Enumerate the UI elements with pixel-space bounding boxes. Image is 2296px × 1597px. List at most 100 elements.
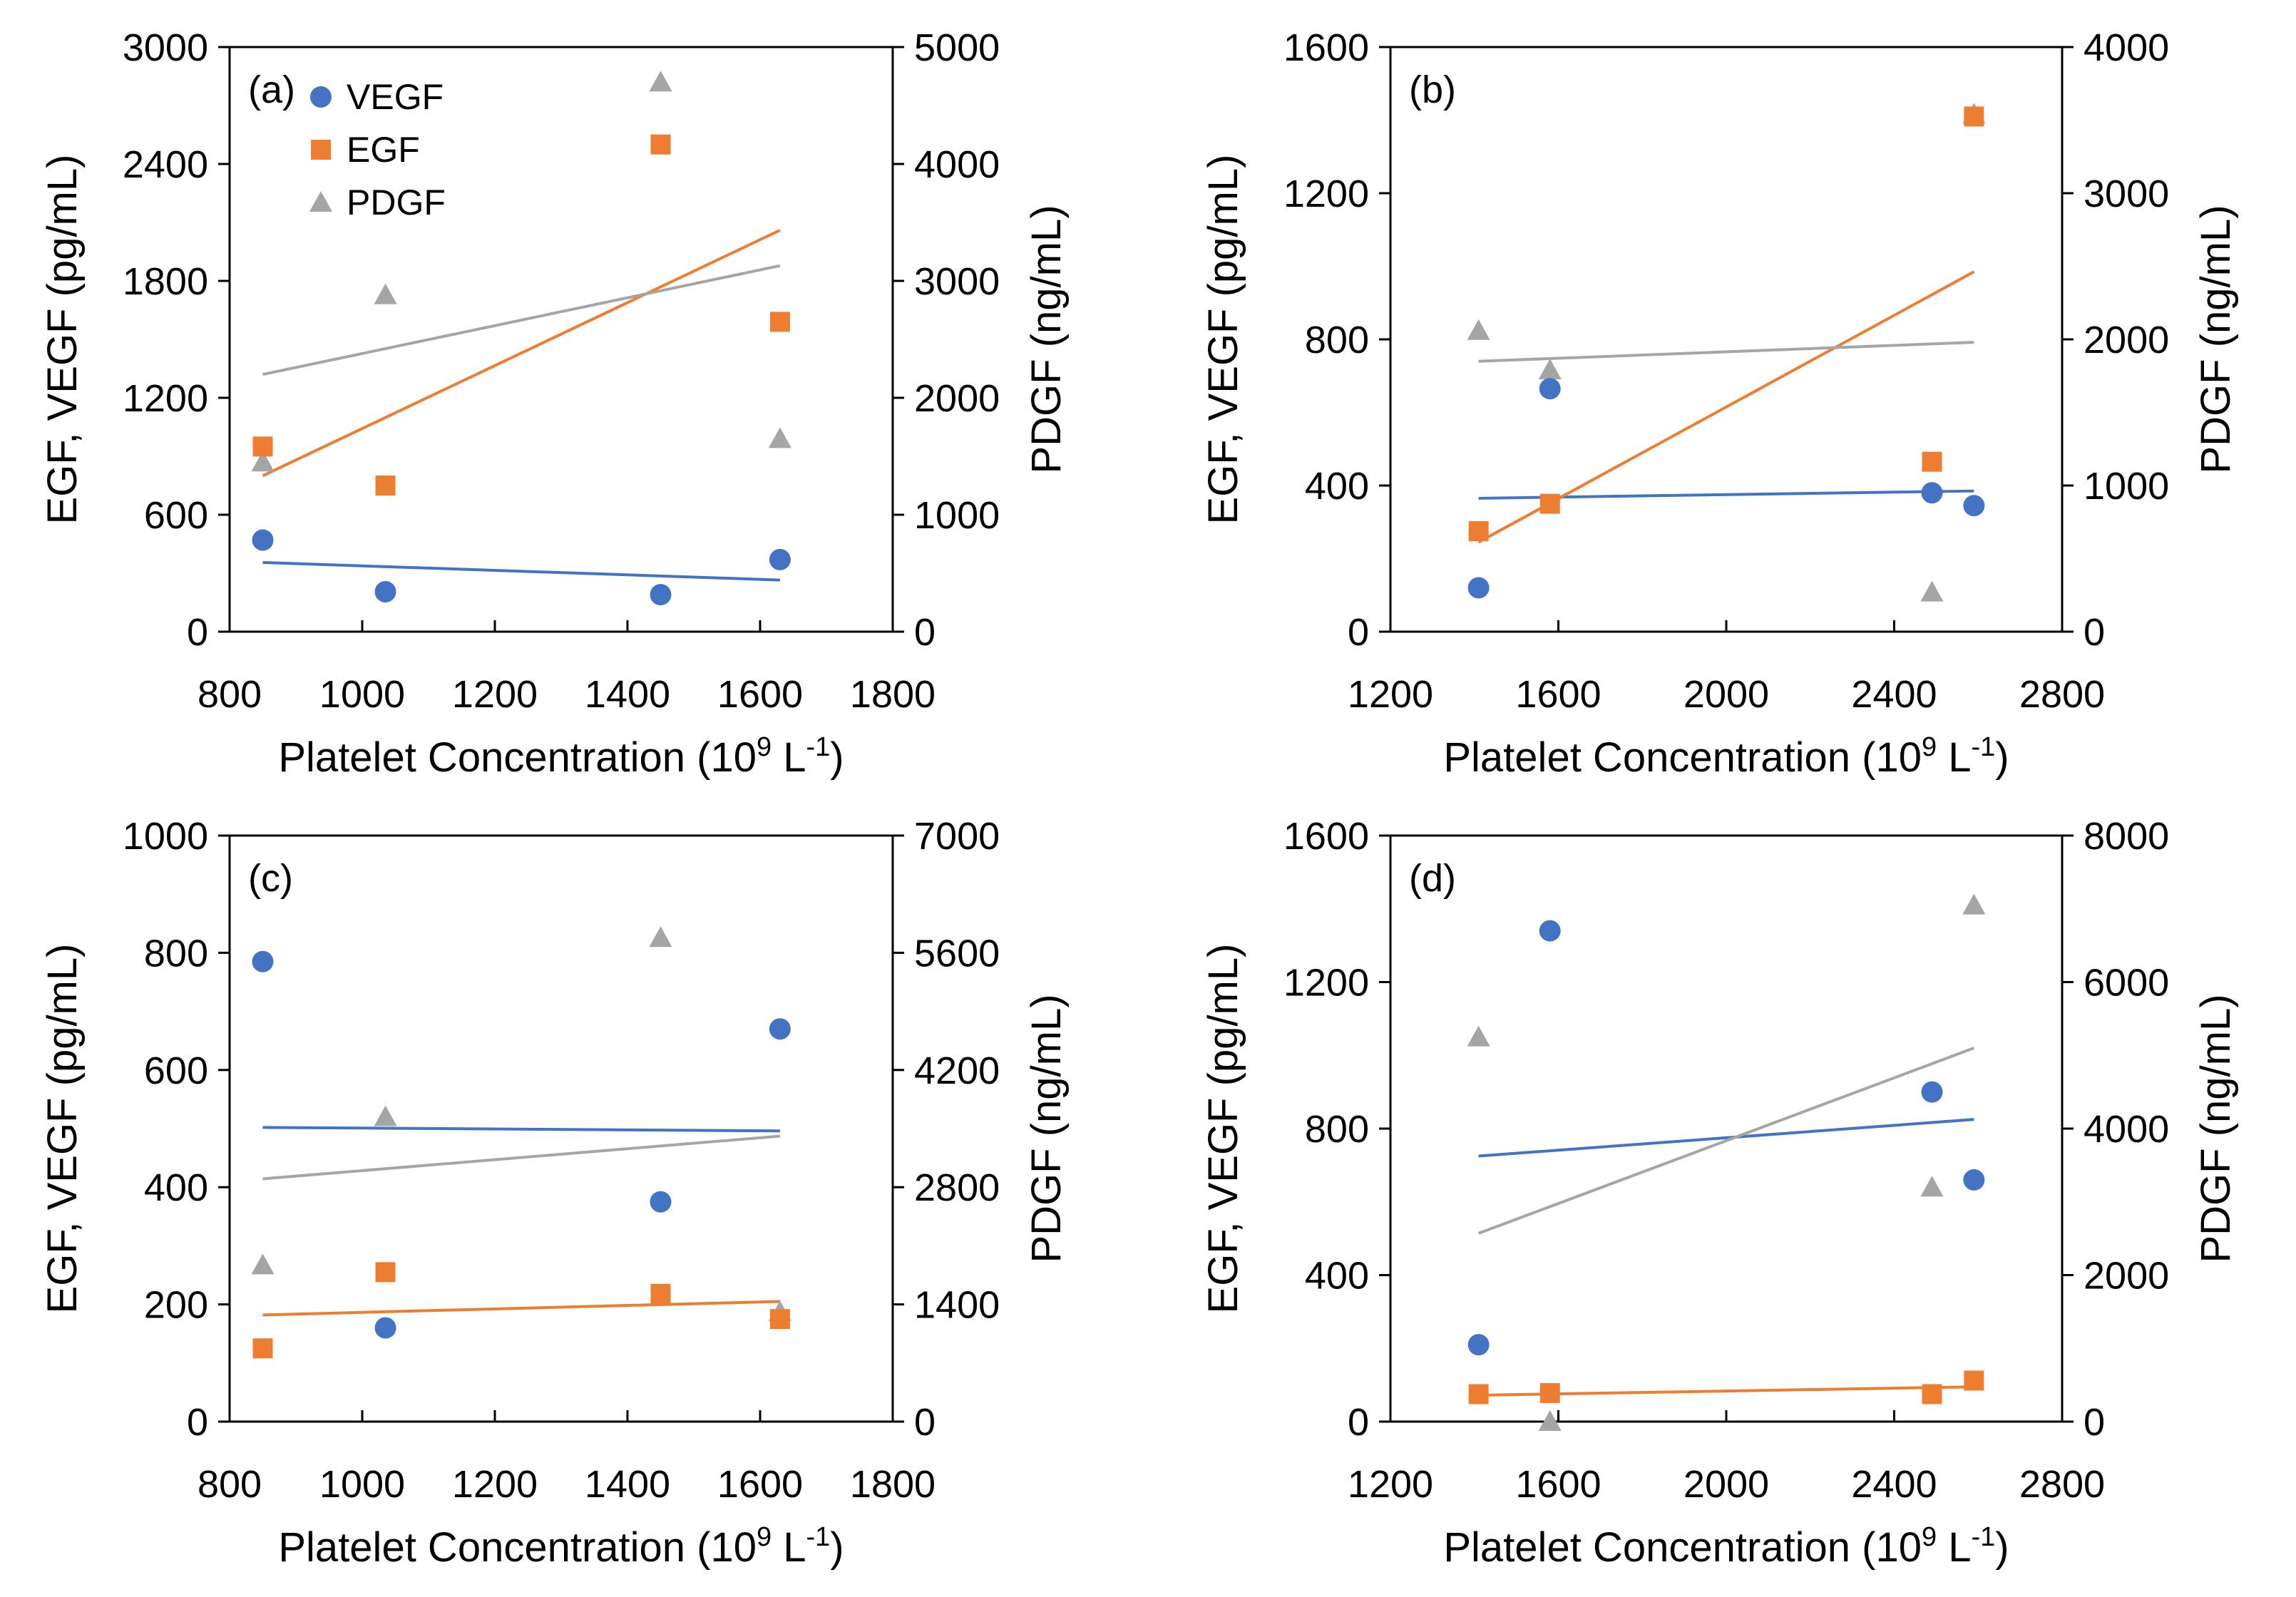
egf-point xyxy=(1964,106,1984,127)
y-tick-label: 2400 xyxy=(123,143,208,186)
x-axis-label-part: 9 xyxy=(757,1522,772,1552)
plot-frame xyxy=(1389,46,2064,633)
vegf-trendline xyxy=(1478,1118,1974,1158)
y2-tick-label: 4000 xyxy=(2084,26,2169,69)
y2-tick-label: 4000 xyxy=(914,143,1000,186)
x-axis-label-part: L xyxy=(1937,734,1971,781)
egf-trendline xyxy=(262,1300,780,1317)
y2-axis-label: PDGF (ng/mL) xyxy=(2193,205,2239,473)
x-axis-label: Platelet Concentration (109 L-1) xyxy=(1443,732,2009,781)
pdgf-point xyxy=(251,451,275,472)
x-tick-label: 1200 xyxy=(452,673,538,716)
vegf-point xyxy=(1539,920,1561,942)
x-axis-label-part: ) xyxy=(830,1524,844,1571)
y2-tick-label: 6000 xyxy=(2084,962,2169,1005)
x-tick-label: 1600 xyxy=(717,673,803,716)
y-tick-label: 1200 xyxy=(123,377,208,420)
x-tick-label: 1000 xyxy=(319,673,405,716)
plot-frame xyxy=(228,834,894,1423)
y2-tick-label: 2800 xyxy=(914,1166,1000,1209)
y2-tick-label: 1000 xyxy=(2084,465,2169,508)
legend-marker-vegf xyxy=(310,86,332,108)
y-tick-label: 200 xyxy=(144,1284,208,1327)
y-tick-label: 0 xyxy=(1348,611,1369,654)
x-axis-label-part: ) xyxy=(830,734,844,781)
x-tick-label: 1600 xyxy=(1515,673,1601,716)
x-axis-label-part: 9 xyxy=(1922,732,1937,762)
x-tick-label: 1800 xyxy=(850,1463,936,1506)
x-axis-label-part: Platelet Concentration (10 xyxy=(1443,734,1922,781)
vegf-point xyxy=(252,529,274,551)
vegf-point xyxy=(1539,378,1561,400)
egf-trendline xyxy=(262,229,781,478)
x-axis-label-part: Platelet Concentration (10 xyxy=(1443,1524,1922,1571)
pdgf-point xyxy=(251,1253,275,1275)
pdgf-trendline xyxy=(262,264,781,376)
y-tick-label: 1800 xyxy=(123,260,208,303)
x-axis-label-part: -1 xyxy=(806,1522,831,1552)
x-tick-label: 1200 xyxy=(1348,1463,1433,1506)
pdgf-point xyxy=(1962,893,1986,915)
x-axis-label-part: -1 xyxy=(1972,732,1996,762)
egf-point xyxy=(1964,1370,1984,1391)
y-axis-label: EGF, VEGF (pg/mL) xyxy=(39,944,86,1314)
y2-tick-label: 4000 xyxy=(2084,1108,2169,1151)
x-tick-label: 2400 xyxy=(1851,673,1937,716)
x-tick-label: 1000 xyxy=(319,1463,405,1506)
vegf-point xyxy=(650,584,672,606)
x-axis-label-part: 9 xyxy=(757,732,772,762)
y2-tick-label: 3000 xyxy=(914,260,1000,303)
vegf-point xyxy=(252,950,274,972)
y-tick-label: 400 xyxy=(144,1166,208,1209)
egf-point xyxy=(252,436,273,457)
y2-tick-label: 1400 xyxy=(914,1284,1000,1327)
y2-tick-label: 8000 xyxy=(2084,815,2169,858)
egf-point xyxy=(1539,493,1560,514)
y2-tick-label: 2000 xyxy=(914,377,1000,420)
y2-tick-label: 1000 xyxy=(914,494,1000,537)
y2-axis-label: PDGF (ng/mL) xyxy=(2193,994,2239,1263)
vegf-point xyxy=(1963,495,1985,517)
x-axis-label-part: L xyxy=(772,734,806,781)
pdgf-point xyxy=(1467,1025,1490,1047)
y2-tick-label: 3000 xyxy=(2084,173,2169,215)
y-tick-label: 0 xyxy=(187,1401,208,1444)
chart-panel-a: 800 1000 1200 1400 1600 1800 0 600 1200 1800 2400 3… xyxy=(39,26,1070,781)
pdgf-point xyxy=(768,427,791,448)
egf-point xyxy=(375,1262,396,1283)
x-tick-label: 2000 xyxy=(1683,673,1769,716)
egf-point xyxy=(1468,521,1489,542)
y-tick-label: 0 xyxy=(1348,1401,1369,1444)
y2-tick-label: 4200 xyxy=(914,1049,1000,1092)
legend: VEGF EGF PDGF xyxy=(309,77,446,222)
vegf-trendline xyxy=(262,1126,780,1133)
y2-axis-label: PDGF (ng/mL) xyxy=(1023,205,1070,473)
x-tick-label: 1600 xyxy=(717,1463,803,1506)
x-axis-label-part: L xyxy=(772,1524,806,1571)
pdgf-trendline xyxy=(262,1134,781,1181)
egf-point xyxy=(1539,1382,1560,1403)
y2-tick-label: 0 xyxy=(2084,1401,2105,1444)
y2-tick-label: 0 xyxy=(2084,611,2105,654)
vegf-point xyxy=(1921,482,1943,504)
panel-label: (c) xyxy=(248,857,293,900)
x-axis-label-part: L xyxy=(1937,1524,1971,1571)
x-tick-label: 1600 xyxy=(1515,1463,1601,1506)
pdgf-trendline xyxy=(1478,341,1974,363)
egf-point xyxy=(769,312,790,332)
x-tick-label: 2400 xyxy=(1851,1463,1937,1506)
vegf-point xyxy=(1963,1169,1985,1191)
egf-point xyxy=(650,134,671,155)
y-tick-label: 0 xyxy=(187,611,208,654)
y2-tick-label: 0 xyxy=(914,611,936,654)
y-tick-label: 800 xyxy=(1305,319,1369,361)
x-axis-label: Platelet Concentration (109 L-1) xyxy=(1443,1522,2009,1571)
legend-marker-pdgf xyxy=(309,191,332,212)
x-axis-label: Platelet Concentration (109 L-1) xyxy=(278,732,844,781)
vegf-point xyxy=(1921,1081,1943,1103)
x-axis-label-part: ) xyxy=(1995,1524,2009,1571)
x-tick-label: 1400 xyxy=(585,1463,670,1506)
egf-trendline xyxy=(1477,270,1975,544)
pdgf-point xyxy=(649,926,672,948)
